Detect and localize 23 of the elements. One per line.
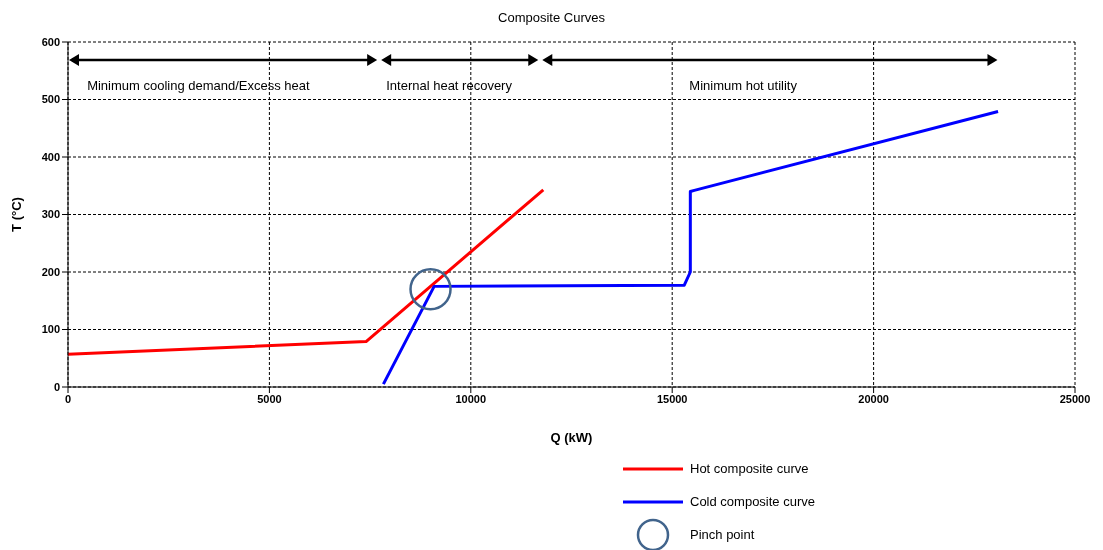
y-tick-label: 200: [41, 265, 60, 278]
x-tick-label: 0: [64, 392, 72, 405]
y-tick-label: 100: [41, 323, 60, 336]
y-tick-label: 600: [41, 35, 60, 48]
legend-label: Pinch point: [690, 527, 755, 542]
annotation: Minimum hot utility: [689, 78, 798, 93]
x-tick-label: 25000: [1059, 392, 1091, 405]
y-tick-label: 400: [41, 150, 60, 163]
annotation: Internal heat recovery: [386, 78, 513, 93]
x-tick-label: 10000: [455, 392, 487, 405]
legend-label: Hot composite curve: [690, 461, 809, 476]
x-tick-label: 5000: [257, 392, 282, 405]
x-axis-title: Q (kW): [550, 430, 593, 445]
x-tick-label: 20000: [858, 392, 889, 405]
line-series: [381, 110, 1000, 386]
annotation: Minimum cooling demand/Excess heat: [87, 78, 311, 93]
chart-title: Composite Curves: [497, 9, 606, 27]
y-axis-title: T (°C): [8, 197, 24, 232]
x-tick-label: 15000: [656, 392, 688, 405]
y-tick-label: 0: [53, 380, 60, 393]
y-tick-label: 300: [41, 208, 60, 221]
y-tick-label: 500: [41, 93, 60, 106]
legend-label: Cold composite curve: [690, 494, 815, 509]
